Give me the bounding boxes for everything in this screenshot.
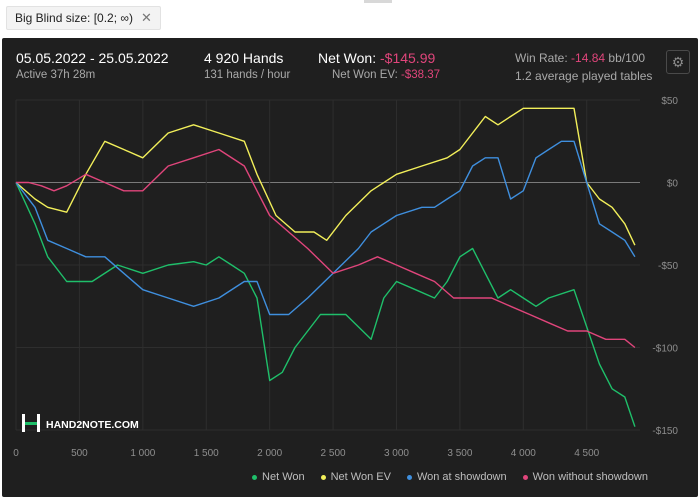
- y-tick-label: -$50: [658, 261, 678, 272]
- bankroll-chart: 0 500 1 000 1 500 2 000 2 500 3 000 3 500 4 000 4…: [13, 96, 678, 459]
- hand2note-logo: HAND2NOTE.COM: [22, 414, 139, 432]
- net-won-dot-icon: [252, 474, 258, 480]
- y-tick-label: $50: [661, 96, 678, 107]
- chart-grid: [15, 99, 640, 431]
- y-axis: $50 $0 -$50 -$100 -$150: [652, 96, 678, 437]
- x-tick-label: 4 500: [574, 448, 599, 459]
- legend-net-won[interactable]: Net Won: [252, 471, 305, 483]
- series-line-won-without-showdown: [16, 148, 636, 349]
- x-tick-label: 2 500: [321, 448, 346, 459]
- legend-label: Net Won EV: [330, 471, 391, 483]
- showdown-dot-icon: [406, 474, 412, 480]
- win-rate-unit: bb/100: [608, 51, 646, 65]
- net-won-label: Net Won:: [318, 50, 377, 66]
- x-tick-label: 3 000: [384, 448, 409, 459]
- hands-per-hour: 131 hands / hour: [204, 69, 291, 81]
- logo-text: HAND2NOTE.COM: [46, 419, 139, 431]
- net-won: Net Won: -$145.99: [318, 50, 435, 66]
- x-tick-label: 2 000: [257, 448, 282, 459]
- big-blind-filter-chip[interactable]: Big Blind size: [0.2; ∞) ✕: [6, 6, 161, 30]
- chart-legend: Net Won Net Won EV Won at showdown Won w…: [252, 471, 648, 483]
- filter-label: Big Blind size: [0.2; ∞): [15, 11, 133, 25]
- legend-label: Won at showdown: [416, 471, 507, 483]
- x-tick-label: 500: [71, 448, 88, 459]
- legend-net-won-ev[interactable]: Net Won EV: [320, 471, 391, 483]
- x-tick-label: 1 500: [194, 448, 219, 459]
- net-won-ev-dot-icon: [320, 474, 326, 480]
- series-line-net-won: [15, 182, 636, 427]
- x-axis: 0 500 1 000 1 500 2 000 2 500 3 000 3 500 4 000 4…: [13, 448, 599, 459]
- graph-panel: 05.05.2022 - 25.05.2022 Active 37h 28m 4…: [2, 38, 698, 497]
- close-icon[interactable]: ✕: [140, 10, 152, 25]
- chart-series: [15, 107, 636, 427]
- legend-won-at-showdown[interactable]: Won at showdown: [406, 471, 507, 483]
- net-won-value: -$145.99: [380, 50, 436, 66]
- series-line-won-at-showdown: [15, 140, 636, 316]
- win-rate: Win Rate: -14.84 bb/100: [515, 51, 645, 65]
- active-time: Active 37h 28m: [16, 69, 96, 81]
- average-tables: 1.2 average played tables: [515, 69, 653, 83]
- x-tick-label: 0: [13, 448, 19, 459]
- win-rate-value: -14.84: [571, 51, 606, 65]
- legend-won-without-showdown[interactable]: Won without showdown: [522, 471, 648, 483]
- no-showdown-dot-icon: [522, 474, 528, 480]
- y-tick-label: -$150: [652, 426, 678, 437]
- net-won-ev-value: -$38.37: [401, 69, 441, 81]
- y-tick-label: -$100: [652, 344, 678, 355]
- x-tick-label: 4 000: [511, 448, 536, 459]
- hands-count: 4 920 Hands: [204, 50, 284, 66]
- date-range: 05.05.2022 - 25.05.2022: [16, 50, 169, 66]
- y-tick-label: $0: [667, 179, 679, 190]
- gear-icon[interactable]: ⚙: [666, 50, 690, 74]
- legend-label: Net Won: [262, 471, 305, 483]
- x-tick-label: 1 000: [130, 448, 155, 459]
- x-tick-label: 3 500: [447, 448, 472, 459]
- net-won-ev-label: Net Won EV:: [332, 69, 398, 81]
- series-line-net-won-ev: [15, 107, 636, 246]
- net-won-ev: Net Won EV: -$38.37: [332, 69, 440, 81]
- legend-label: Won without showdown: [532, 471, 648, 483]
- win-rate-label: Win Rate:: [515, 51, 568, 65]
- top-tab: [364, 0, 392, 3]
